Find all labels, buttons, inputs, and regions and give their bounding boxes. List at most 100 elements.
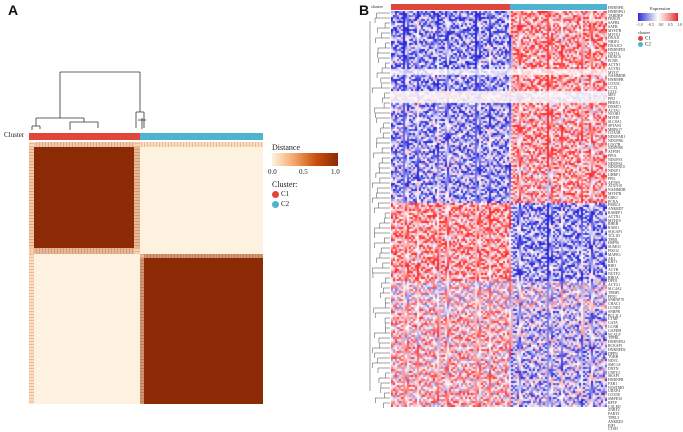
gene-label: NOSTMD [608,385,625,390]
gene-label: FXR1 [608,381,618,386]
panel-a-cluster-label: Cluster [4,131,25,139]
gene-label: ACTN1 [608,62,621,67]
expression-legend-gradient [638,13,678,21]
gene-label: NDUFB6 [608,138,623,143]
gene-label: TPMP1 [608,290,620,295]
gene-label: PSMC4 [608,203,621,208]
gene-label: HNRNPB [608,78,624,83]
gene-label: SAFB2 [608,21,620,26]
expression-tick: 1.0 [677,23,683,27]
gene-label: TPPRL [608,336,620,341]
heatmap-block-c1c1 [29,142,140,254]
gene-label: CNPY2 [608,370,621,375]
gene-label: PRDX1 [608,100,621,105]
gene-label: HNRNPA2 [608,340,626,345]
panel-b-cluster-bar-c2 [510,4,607,10]
gene-label: NDUFS2 [608,161,623,166]
gene-label: MET [608,93,617,98]
distance-tick-0: 0.0 [268,168,277,176]
gene-label: DPPN [608,351,618,356]
gene-label: CDK1 [608,195,618,200]
expression-tick: −1.0 [636,23,643,27]
gene-label: RCKAP1 [608,343,623,348]
panel-b-cluster-legend-c2: C2 [638,42,651,48]
panel-b-cluster-label: cluster [371,4,383,9]
gene-label: ATP5F1 [608,150,621,155]
gene-label: NCALP [608,332,621,337]
gene-label: RHEB [608,222,619,227]
cluster-legend-title: Cluster: [272,180,298,189]
gene-label: COQ7B [608,142,621,147]
gene-label: MRPS17 [608,127,622,132]
gene-label: CCNB [608,324,619,329]
c2-dot-icon [272,200,279,208]
panel-a-dendrogram [31,71,146,130]
gene-label: SLC4A2 [608,286,622,291]
distance-legend-title: Distance [272,143,300,152]
gene-label: RHOA [608,275,619,280]
gene-label: AK1 [608,256,616,261]
panel-a-cluster-bar-c2 [140,133,263,140]
gene-label: HOXC6 [608,55,621,60]
gene-label: TARDBP [608,13,623,18]
gene-label: MYH10 [608,218,621,223]
gene-label: CCT2 [608,85,618,90]
gene-label: SQGAP1 [608,230,623,235]
expression-legend-title: Expression [650,6,670,11]
gene-label: DPD1 [608,279,618,284]
panel-b-cluster-bar-c1 [391,4,510,10]
gene-label: NDUF1 [608,169,621,174]
panel-b-cluster-legend-c1: C1 [638,36,651,42]
gene-label: TCL1D [608,233,620,238]
gene-label: MAPK1 [608,252,621,257]
gene-label: TUBB [608,355,619,360]
expression-tick-row: −1.0 −0.5 0.0 0.5 1.0 [636,23,682,27]
gene-label: KRT1 [608,260,618,265]
gene-label: ACTN2 [608,66,621,71]
panel-b-cluster-legend-title: cluster [638,30,650,35]
expression-heatmap [391,11,607,407]
gene-label: SPTAN1 [608,123,622,128]
gene-label: NCOR1 [608,112,621,117]
gene-label: ACTN1 [608,214,621,219]
gene-label: NR2F2 [608,40,620,45]
gene-label: AFTSN [608,180,621,185]
gene-label: NAMMDB [608,188,626,193]
gene-label: DNAJ1 [608,36,620,41]
gene-label: GAPDH [608,328,622,333]
gene-label: DNTN [608,366,619,371]
gene-label: MYO11 [608,32,621,37]
gene-label-list: HNRNPK HNRNPA1 TARDBP FBXO9 SAFB2 SAFB MYH7B MY… [608,6,658,431]
gene-label: HNRNPD2 [608,347,626,352]
gene-label: CHAC1 [608,302,621,307]
gene-label: NDUFB10 [608,165,625,170]
gene-label: SNRNP70 [608,298,625,303]
gene-label: COX5B [608,131,621,136]
c1-dot-icon [272,190,279,198]
gene-label: SNRPB [608,309,621,314]
gene-label: PPIJ [608,97,615,102]
expression-tick: −0.5 [647,23,654,27]
gene-label: BCL2L1 [608,313,622,318]
gene-label: CLTC [608,89,618,94]
gene-label: CTMP [608,317,619,322]
gene-label: GATA [608,321,618,326]
gene-label: FBXO9 [608,17,621,22]
heatmap-block-c2c2 [140,254,263,404]
gene-label: TPM1 [608,237,618,242]
gene-label: HNRNPK [608,6,624,10]
gene-label: SMPD10 [608,397,623,402]
gene-label: PPIA [608,154,617,159]
panel-a-cluster-bar-c1 [29,133,140,140]
gene-label: UBXP4 [608,389,621,394]
gene-label: SKAP1 [608,374,620,379]
gene-label: ATXN10 [608,184,622,189]
gene-label: DNMT1 [608,104,622,109]
c2-dot-icon [638,42,643,47]
gene-label: MYH7B [608,28,622,33]
gene-label: NAMMDB [608,74,626,79]
panel-a-heatmap [29,142,263,404]
gene-label: ACTA1 [608,108,620,113]
gene-label: COX5E [608,393,621,398]
gene-label: NUTF2 [608,271,620,276]
